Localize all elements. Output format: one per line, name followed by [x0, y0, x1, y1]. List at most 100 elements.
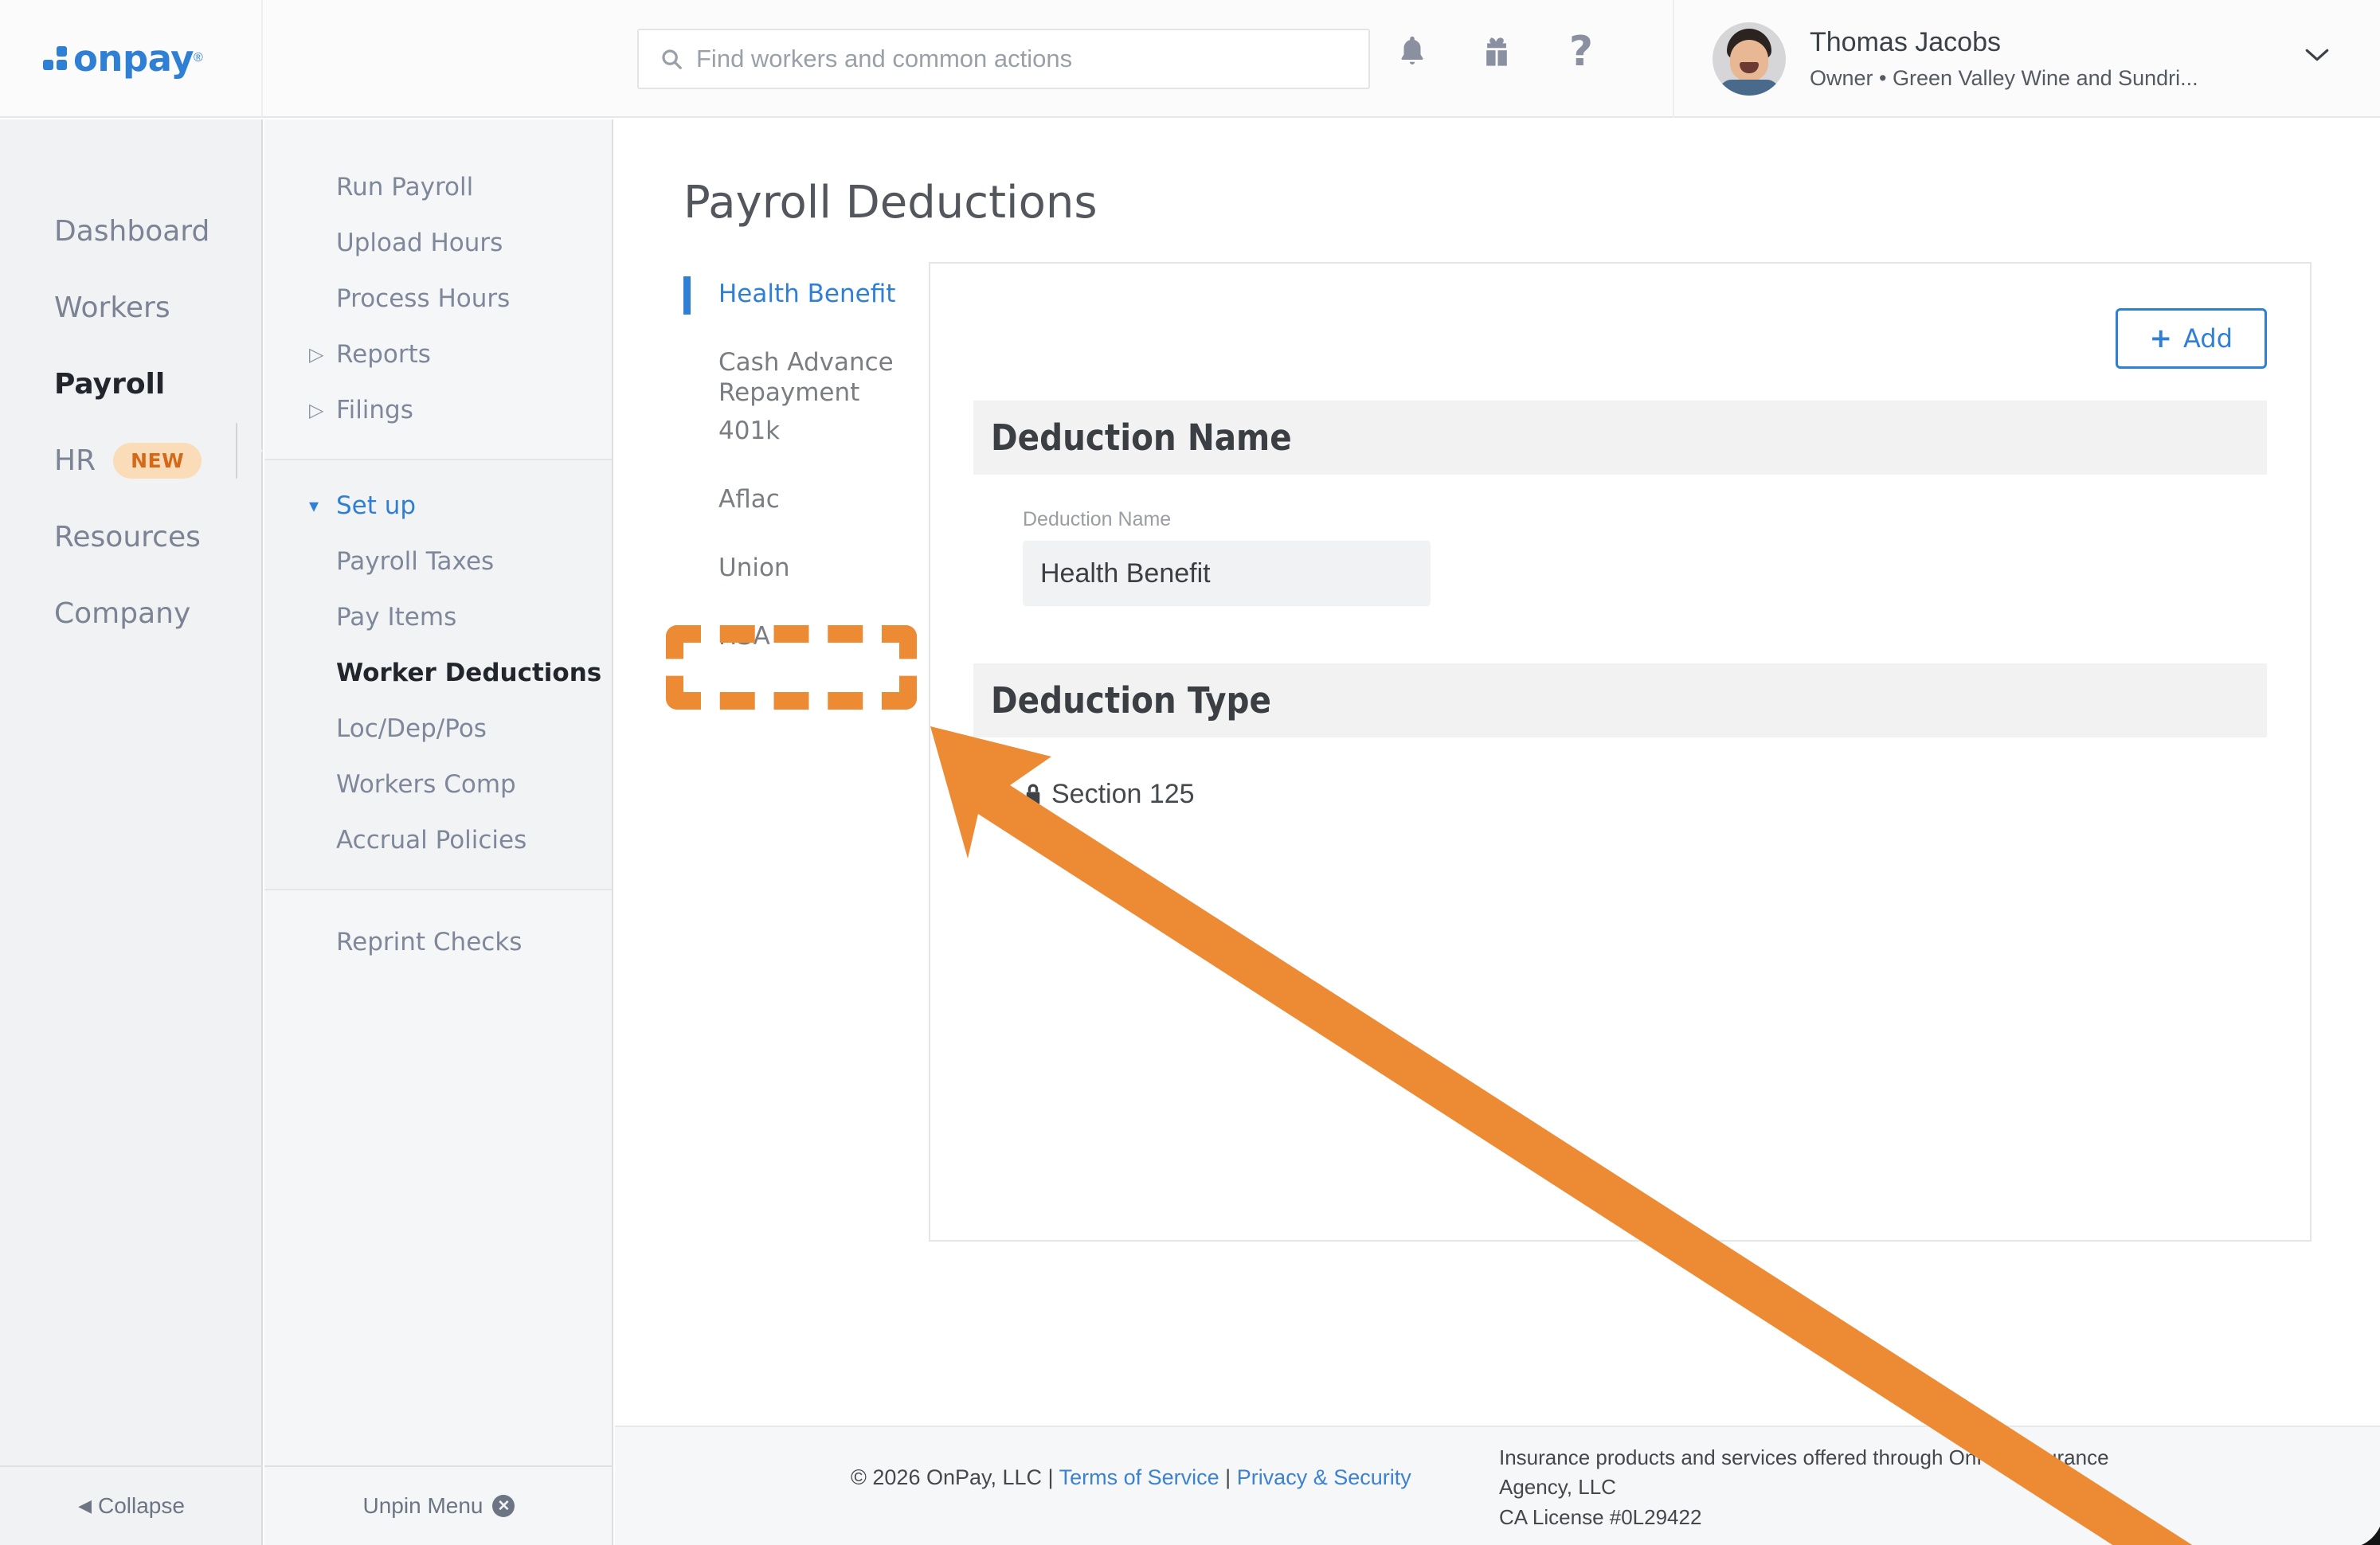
- list-item-label: 401k: [718, 417, 781, 445]
- sidebar-item-label: Set up: [336, 491, 417, 520]
- deduction-type-value-row: Section 125: [1023, 779, 2310, 810]
- sidebar-item-label: Workers Comp: [336, 770, 516, 799]
- primary-sidebar: Dashboard Workers Payroll HR NEW Resourc…: [0, 119, 263, 1545]
- sidebar-item-payroll[interactable]: Payroll: [0, 346, 261, 422]
- sidebar-item-label: HR: [54, 444, 96, 477]
- sidebar-item-set-up[interactable]: ▾ Set up: [264, 478, 612, 534]
- sidebar-item-reports[interactable]: ▷ Reports: [264, 327, 612, 382]
- secondary-sidebar: Run Payroll Upload Hours Process Hours ▷…: [264, 119, 613, 1545]
- sidebar-item-label: Accrual Policies: [336, 826, 527, 855]
- deduction-name-label: Deduction Name: [1023, 508, 1172, 530]
- sidebar-item-label: Worker Deductions: [336, 659, 602, 687]
- page-title: Payroll Deductions: [683, 177, 1098, 229]
- sidebar-item-label: Loc/Dep/Pos: [336, 714, 487, 743]
- sidebar-item-loc-dep-pos[interactable]: Loc/Dep/Pos: [264, 701, 612, 757]
- sidebar-item-hr[interactable]: HR NEW: [0, 422, 261, 499]
- sidebar-item-label: Company: [54, 596, 191, 630]
- insurance-line-1: Insurance products and services offered …: [1499, 1445, 2109, 1469]
- list-item-label: Cash Advance Repayment: [718, 348, 894, 407]
- sidebar-item-label: Reprint Checks: [336, 928, 523, 956]
- logo-registered-mark: ®: [193, 51, 203, 65]
- sidebar-item-label: Reports: [336, 340, 431, 369]
- chevron-down-icon[interactable]: [2304, 46, 2331, 68]
- list-item-aflac[interactable]: Aflac: [683, 485, 929, 553]
- sidebar-item-upload-hours[interactable]: Upload Hours: [264, 215, 612, 271]
- gift-icon[interactable]: [1478, 32, 1515, 72]
- triangle-right-icon: ▷: [309, 399, 324, 421]
- list-item-union[interactable]: Union: [683, 553, 929, 622]
- privacy-security-link[interactable]: Privacy & Security: [1236, 1465, 1411, 1489]
- bell-icon[interactable]: [1394, 32, 1431, 72]
- search-icon: [660, 47, 683, 71]
- deduction-detail-card: + Add Deduction Name Deduction Name Heal…: [929, 262, 2311, 1242]
- logo-squares-icon: [43, 46, 67, 70]
- sidebar-item-resources[interactable]: Resources: [0, 499, 261, 575]
- sidebar-item-accrual-policies[interactable]: Accrual Policies: [264, 812, 612, 868]
- list-item-hsa[interactable]: HSA: [683, 622, 929, 690]
- deduction-list: Health Benefit Cash Advance Repayment 40…: [683, 270, 929, 1242]
- insurance-line-2: Agency, LLC: [1499, 1475, 1616, 1500]
- triangle-down-icon: ▾: [309, 495, 319, 517]
- list-item-401k[interactable]: 401k: [683, 417, 929, 485]
- sidebar-item-payroll-taxes[interactable]: Payroll Taxes: [264, 534, 612, 589]
- help-icon[interactable]: ?: [1568, 28, 1594, 76]
- primary-nav-list: Dashboard Workers Payroll HR NEW Resourc…: [0, 119, 261, 651]
- unpin-label: Unpin Menu: [362, 1493, 483, 1518]
- sidebar-item-pay-items[interactable]: Pay Items: [264, 589, 612, 645]
- secondary-nav-list: Run Payroll Upload Hours Process Hours ▷…: [264, 119, 612, 970]
- section-header-deduction-name: Deduction Name: [973, 401, 2267, 475]
- triangle-left-icon: ◀: [78, 1496, 92, 1516]
- add-button[interactable]: + Add: [2115, 308, 2267, 369]
- list-item-label: Union: [718, 553, 790, 582]
- secondary-nav-bottom: Reprint Checks: [264, 890, 612, 970]
- deductions-layout: Health Benefit Cash Advance Repayment 40…: [615, 262, 2380, 1242]
- footer-legal-links: © 2026 OnPay, LLC | Terms of Service | P…: [851, 1465, 1411, 1490]
- page-footer: © 2026 OnPay, LLC | Terms of Service | P…: [615, 1426, 2380, 1545]
- avatar: [1713, 22, 1786, 96]
- footer-copyright: © 2026 OnPay, LLC |: [851, 1465, 1054, 1489]
- user-menu[interactable]: Thomas Jacobs Owner • Green Valley Wine …: [1673, 0, 2380, 118]
- status-badge: NEW: [113, 442, 202, 479]
- unpin-menu-button[interactable]: Unpin Menu ✕: [264, 1465, 613, 1545]
- collapse-sidebar-button[interactable]: ◀ Collapse: [0, 1465, 263, 1545]
- list-item-label: Aflac: [718, 485, 780, 514]
- deduction-name-input[interactable]: Health Benefit: [1023, 541, 1431, 606]
- sidebar-item-filings[interactable]: ▷ Filings: [264, 382, 612, 438]
- sidebar-item-worker-deductions[interactable]: Worker Deductions: [264, 645, 612, 701]
- logo-wordmark: onpay: [73, 37, 194, 80]
- sidebar-item-run-payroll[interactable]: Run Payroll: [264, 159, 612, 215]
- onpay-logo[interactable]: onpay ®: [0, 0, 263, 117]
- triangle-right-icon: ▷: [309, 343, 324, 366]
- setup-group: ▾ Set up Payroll Taxes Pay Items Worker …: [264, 459, 612, 890]
- sidebar-item-label: Payroll Taxes: [336, 547, 495, 576]
- list-item-health-benefit[interactable]: Health Benefit: [683, 276, 929, 348]
- sidebar-item-label: Pay Items: [336, 603, 457, 632]
- top-header-bar: onpay ® Find workers and common actions: [0, 0, 2380, 118]
- sidebar-item-company[interactable]: Company: [0, 575, 261, 651]
- plus-icon: +: [2149, 323, 2173, 354]
- search-placeholder-text: Find workers and common actions: [696, 45, 1073, 72]
- sidebar-item-reprint-checks[interactable]: Reprint Checks: [264, 914, 612, 970]
- sidebar-item-label: Upload Hours: [336, 229, 503, 257]
- user-role-company: Owner • Green Valley Wine and Sundri...: [1810, 66, 2198, 91]
- header-icon-group: ?: [1394, 28, 1599, 76]
- sidebar-item-workers-comp[interactable]: Workers Comp: [264, 757, 612, 812]
- sidebar-item-workers[interactable]: Workers: [0, 269, 261, 346]
- sidebar-item-label: Payroll: [54, 367, 166, 401]
- user-name: Thomas Jacobs: [1810, 26, 2001, 57]
- list-item-label: HSA: [718, 622, 770, 651]
- section-header-deduction-type: Deduction Type: [973, 663, 2267, 737]
- close-circle-icon: ✕: [492, 1495, 515, 1517]
- terms-of-service-link[interactable]: Terms of Service: [1059, 1465, 1219, 1489]
- sidebar-item-label: Run Payroll: [336, 173, 474, 201]
- insurance-line-3: CA License #0L29422: [1499, 1504, 1702, 1529]
- sidebar-item-label: Process Hours: [336, 284, 511, 313]
- sidebar-item-dashboard[interactable]: Dashboard: [0, 193, 261, 269]
- list-item-label: Health Benefit: [718, 280, 896, 308]
- list-item-cash-advance-repayment[interactable]: Cash Advance Repayment: [683, 348, 929, 417]
- global-search-input[interactable]: Find workers and common actions: [637, 29, 1370, 89]
- main-content: Payroll Deductions Health Benefit Cash A…: [615, 119, 2380, 1426]
- card-actions: + Add: [930, 264, 2310, 369]
- sidebar-item-process-hours[interactable]: Process Hours: [264, 271, 612, 327]
